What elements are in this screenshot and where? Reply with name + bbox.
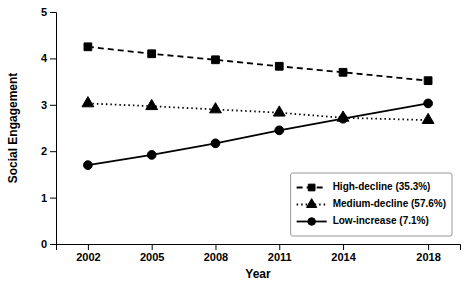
tick: 2002 (76, 244, 100, 263)
series (84, 99, 433, 169)
tick-label: 4 (41, 52, 48, 64)
marker (212, 56, 220, 64)
marker (211, 139, 220, 148)
tick-mark (50, 105, 56, 106)
tick: 2005 (140, 244, 164, 263)
tick-mark (50, 198, 56, 199)
tick-mark (50, 12, 56, 13)
tick-mark (279, 244, 280, 250)
legend-symbol (308, 184, 315, 191)
line (88, 103, 428, 165)
marker (275, 126, 284, 135)
legend-label: Medium-decline (57.6%) (333, 198, 446, 209)
tick: 3 (41, 99, 56, 111)
legend: High-decline (35.3%) Medium-decline (57.6… (291, 173, 452, 236)
marker (273, 106, 285, 116)
tick: 2 (41, 145, 56, 157)
tick: 4 (41, 52, 56, 64)
series (82, 97, 434, 124)
legend-label: Low-increase (7.1%) (333, 215, 429, 226)
x-axis: 2002 2005 2008 2011 2014 2018 (57, 244, 461, 263)
marker (148, 50, 156, 58)
tick-mark (50, 58, 56, 59)
tick-mark (50, 151, 56, 152)
tick-label: 2014 (331, 251, 356, 263)
tick-mark (88, 244, 89, 250)
marker (84, 43, 92, 51)
tick-label: 2018 (416, 251, 440, 263)
tick-label: 3 (41, 99, 47, 111)
marker (146, 99, 158, 109)
tick: 2014 (331, 244, 356, 263)
tick-label: 2005 (140, 251, 164, 263)
legend-symbol (308, 218, 316, 226)
tick-label: 0 (41, 238, 47, 250)
tick: 1 (41, 192, 56, 204)
marker (275, 62, 283, 70)
marker (84, 161, 93, 170)
tick-label: 2008 (204, 251, 228, 263)
axis-line (57, 245, 461, 251)
marker (339, 114, 348, 123)
marker (339, 68, 347, 76)
series (84, 43, 432, 85)
tick-mark (152, 244, 153, 250)
legend-label: High-decline (35.3%) (333, 181, 431, 192)
chart: 2002 2005 2008 2011 2014 2018 0 1 2 3 4 5 High-decli… (0, 0, 474, 286)
marker (82, 97, 94, 107)
tick-mark (50, 244, 56, 245)
y-axis-title: Social Engagement (6, 73, 20, 184)
tick-label: 2 (41, 145, 47, 157)
tick-label: 1 (41, 192, 47, 204)
tick: 0 (41, 238, 56, 250)
tick-mark (428, 244, 429, 250)
tick-label: 5 (41, 6, 47, 18)
legend-box (291, 173, 452, 236)
tick-label: 2011 (268, 251, 292, 263)
tick: 5 (41, 6, 56, 18)
tick-mark (215, 244, 216, 250)
marker (422, 113, 434, 123)
y-axis: 0 1 2 3 4 5 (41, 6, 57, 250)
tick: 2011 (268, 244, 292, 263)
tick-mark (343, 244, 344, 250)
tick-label: 2002 (76, 251, 100, 263)
x-axis-title: Year (245, 267, 271, 281)
plot: 2002 2005 2008 2011 2014 2018 0 1 2 3 4 5 High-decli… (41, 6, 461, 263)
marker (424, 99, 433, 108)
marker (424, 77, 432, 85)
marker (210, 103, 222, 113)
line (88, 47, 428, 81)
axis-line (50, 13, 57, 245)
legend-symbol (307, 199, 317, 208)
tick: 2018 (416, 244, 440, 263)
tick: 2008 (204, 244, 228, 263)
marker (147, 151, 156, 160)
marks (82, 43, 434, 170)
